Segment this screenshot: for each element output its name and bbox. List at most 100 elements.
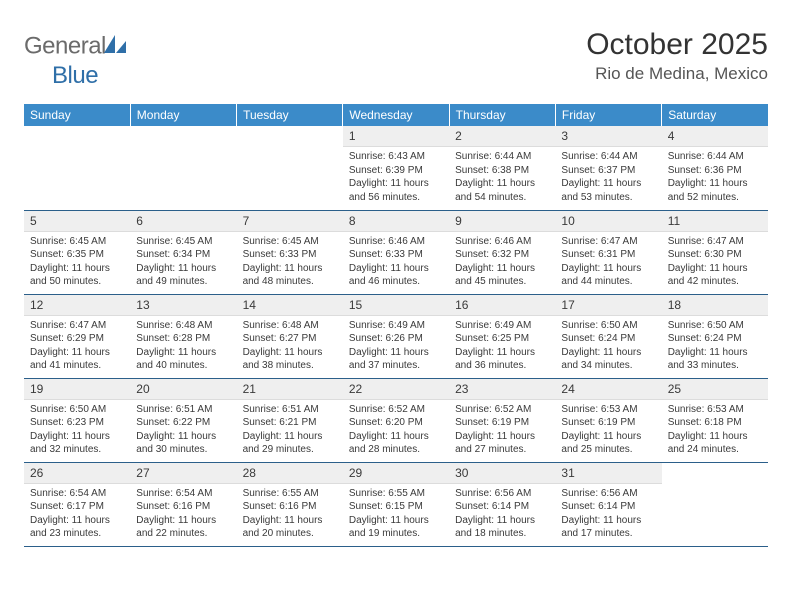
day-body: Sunrise: 6:50 AMSunset: 6:23 PMDaylight:… [24,400,130,462]
calendar-day-cell: 24Sunrise: 6:53 AMSunset: 6:19 PMDayligh… [555,378,661,462]
daylight-text: Daylight: 11 hours and 56 minutes. [349,177,443,204]
calendar-day-cell: 2Sunrise: 6:44 AMSunset: 6:38 PMDaylight… [449,126,555,210]
day-body: Sunrise: 6:44 AMSunset: 6:37 PMDaylight:… [555,147,661,209]
calendar-day-cell: 7Sunrise: 6:45 AMSunset: 6:33 PMDaylight… [237,210,343,294]
sunset-text: Sunset: 6:32 PM [455,248,549,262]
day-body: Sunrise: 6:47 AMSunset: 6:30 PMDaylight:… [662,232,768,294]
day-number: 24 [555,379,661,400]
daylight-text: Daylight: 11 hours and 50 minutes. [30,262,124,289]
daylight-text: Daylight: 11 hours and 32 minutes. [30,430,124,457]
day-number: 9 [449,211,555,232]
daylight-text: Daylight: 11 hours and 24 minutes. [668,430,762,457]
sunrise-text: Sunrise: 6:49 AM [455,319,549,333]
daylight-text: Daylight: 11 hours and 41 minutes. [30,346,124,373]
sunset-text: Sunset: 6:14 PM [455,500,549,514]
day-body: Sunrise: 6:55 AMSunset: 6:16 PMDaylight:… [237,484,343,546]
sunrise-text: Sunrise: 6:54 AM [136,487,230,501]
sunset-text: Sunset: 6:21 PM [243,416,337,430]
daylight-text: Daylight: 11 hours and 20 minutes. [243,514,337,541]
day-body: Sunrise: 6:49 AMSunset: 6:26 PMDaylight:… [343,316,449,378]
sunset-text: Sunset: 6:14 PM [561,500,655,514]
calendar-week-row: 26Sunrise: 6:54 AMSunset: 6:17 PMDayligh… [24,462,768,546]
daylight-text: Daylight: 11 hours and 42 minutes. [668,262,762,289]
day-number: 7 [237,211,343,232]
day-number: 28 [237,463,343,484]
calendar-day-cell: 8Sunrise: 6:46 AMSunset: 6:33 PMDaylight… [343,210,449,294]
sunrise-text: Sunrise: 6:45 AM [136,235,230,249]
sunrise-text: Sunrise: 6:51 AM [136,403,230,417]
day-body: Sunrise: 6:48 AMSunset: 6:27 PMDaylight:… [237,316,343,378]
day-body: Sunrise: 6:44 AMSunset: 6:38 PMDaylight:… [449,147,555,209]
calendar-day-cell [24,126,130,210]
day-number: 12 [24,295,130,316]
calendar-day-cell: 14Sunrise: 6:48 AMSunset: 6:27 PMDayligh… [237,294,343,378]
sunset-text: Sunset: 6:17 PM [30,500,124,514]
sunset-text: Sunset: 6:19 PM [561,416,655,430]
sunset-text: Sunset: 6:36 PM [668,164,762,178]
day-number: 27 [130,463,236,484]
sunset-text: Sunset: 6:30 PM [668,248,762,262]
calendar-day-cell: 16Sunrise: 6:49 AMSunset: 6:25 PMDayligh… [449,294,555,378]
daylight-text: Daylight: 11 hours and 54 minutes. [455,177,549,204]
calendar-day-cell: 19Sunrise: 6:50 AMSunset: 6:23 PMDayligh… [24,378,130,462]
day-number: 10 [555,211,661,232]
day-body: Sunrise: 6:45 AMSunset: 6:35 PMDaylight:… [24,232,130,294]
calendar-day-cell: 4Sunrise: 6:44 AMSunset: 6:36 PMDaylight… [662,126,768,210]
sunset-text: Sunset: 6:25 PM [455,332,549,346]
day-number: 29 [343,463,449,484]
calendar-day-cell: 27Sunrise: 6:54 AMSunset: 6:16 PMDayligh… [130,462,236,546]
location-label: Rio de Medina, Mexico [586,64,768,84]
sunset-text: Sunset: 6:16 PM [243,500,337,514]
day-body: Sunrise: 6:54 AMSunset: 6:17 PMDaylight:… [24,484,130,546]
calendar-day-cell: 26Sunrise: 6:54 AMSunset: 6:17 PMDayligh… [24,462,130,546]
day-body: Sunrise: 6:48 AMSunset: 6:28 PMDaylight:… [130,316,236,378]
sunset-text: Sunset: 6:20 PM [349,416,443,430]
weekday-head: Thursday [449,104,555,126]
day-body: Sunrise: 6:45 AMSunset: 6:33 PMDaylight:… [237,232,343,294]
daylight-text: Daylight: 11 hours and 40 minutes. [136,346,230,373]
sunset-text: Sunset: 6:38 PM [455,164,549,178]
daylight-text: Daylight: 11 hours and 45 minutes. [455,262,549,289]
day-body: Sunrise: 6:46 AMSunset: 6:33 PMDaylight:… [343,232,449,294]
day-number: 20 [130,379,236,400]
day-number: 30 [449,463,555,484]
day-body: Sunrise: 6:51 AMSunset: 6:21 PMDaylight:… [237,400,343,462]
daylight-text: Daylight: 11 hours and 30 minutes. [136,430,230,457]
day-body: Sunrise: 6:52 AMSunset: 6:19 PMDaylight:… [449,400,555,462]
weekday-head: Friday [555,104,661,126]
day-number: 11 [662,211,768,232]
daylight-text: Daylight: 11 hours and 36 minutes. [455,346,549,373]
calendar-week-row: 19Sunrise: 6:50 AMSunset: 6:23 PMDayligh… [24,378,768,462]
sunset-text: Sunset: 6:31 PM [561,248,655,262]
sunrise-text: Sunrise: 6:44 AM [455,150,549,164]
sunrise-text: Sunrise: 6:55 AM [243,487,337,501]
calendar-week-row: 1Sunrise: 6:43 AMSunset: 6:39 PMDaylight… [24,126,768,210]
calendar-day-cell: 30Sunrise: 6:56 AMSunset: 6:14 PMDayligh… [449,462,555,546]
day-number: 3 [555,126,661,147]
sunrise-text: Sunrise: 6:47 AM [668,235,762,249]
day-number: 14 [237,295,343,316]
day-number: 8 [343,211,449,232]
sunset-text: Sunset: 6:35 PM [30,248,124,262]
header: General Blue October 2025 Rio de Medina,… [24,28,768,90]
sunset-text: Sunset: 6:16 PM [136,500,230,514]
sunrise-text: Sunrise: 6:48 AM [136,319,230,333]
day-number: 19 [24,379,130,400]
sunrise-text: Sunrise: 6:54 AM [30,487,124,501]
day-body: Sunrise: 6:45 AMSunset: 6:34 PMDaylight:… [130,232,236,294]
daylight-text: Daylight: 11 hours and 49 minutes. [136,262,230,289]
title-block: October 2025 Rio de Medina, Mexico [586,28,768,84]
day-body: Sunrise: 6:53 AMSunset: 6:19 PMDaylight:… [555,400,661,462]
sunset-text: Sunset: 6:22 PM [136,416,230,430]
calendar-day-cell: 25Sunrise: 6:53 AMSunset: 6:18 PMDayligh… [662,378,768,462]
weekday-header-row: Sunday Monday Tuesday Wednesday Thursday… [24,104,768,126]
calendar-day-cell: 3Sunrise: 6:44 AMSunset: 6:37 PMDaylight… [555,126,661,210]
logo: General Blue [24,28,126,90]
daylight-text: Daylight: 11 hours and 27 minutes. [455,430,549,457]
day-body: Sunrise: 6:53 AMSunset: 6:18 PMDaylight:… [662,400,768,462]
sunset-text: Sunset: 6:24 PM [561,332,655,346]
sunrise-text: Sunrise: 6:52 AM [349,403,443,417]
daylight-text: Daylight: 11 hours and 25 minutes. [561,430,655,457]
daylight-text: Daylight: 11 hours and 38 minutes. [243,346,337,373]
sunrise-text: Sunrise: 6:44 AM [561,150,655,164]
